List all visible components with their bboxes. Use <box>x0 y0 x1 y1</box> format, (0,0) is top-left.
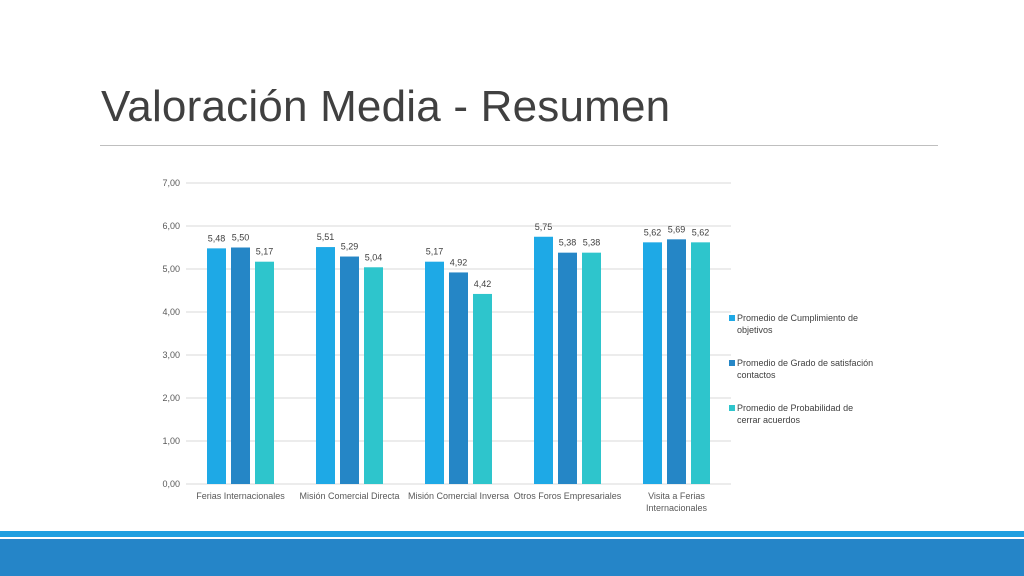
data-label: 4,92 <box>450 257 468 267</box>
bar <box>534 236 553 484</box>
x-tick-label: Ferias Internacionales <box>196 491 285 501</box>
legend-label: Promedio de Probabilidad de <box>737 403 854 413</box>
bar <box>425 261 444 484</box>
y-tick-label: 6,00 <box>162 221 180 231</box>
bar <box>340 256 359 484</box>
legend-item: Promedio de Grado de satisfación contacto… <box>729 357 899 381</box>
y-tick-label: 3,00 <box>162 350 180 360</box>
data-label: 5,17 <box>426 247 444 257</box>
legend-item: Promedio de Probabilidad de cerrar acuerd… <box>729 402 899 426</box>
x-tick-label: Misión Comercial Directa <box>299 491 399 501</box>
x-tick-label: Otros Foros Empresariales <box>514 491 622 501</box>
data-label: 5,62 <box>692 227 710 237</box>
data-label: 5,04 <box>365 252 383 262</box>
data-label: 5,17 <box>256 247 274 257</box>
x-tick-label: Misión Comercial Inversa <box>408 491 509 501</box>
data-label: 5,69 <box>668 224 686 234</box>
footer-accent-bar <box>0 531 1024 537</box>
bar <box>691 242 710 484</box>
legend-label: Promedio de Grado de satisfación <box>737 358 874 368</box>
bar <box>316 247 335 484</box>
y-tick-label: 4,00 <box>162 307 180 317</box>
y-tick-label: 2,00 <box>162 393 180 403</box>
legend-swatch <box>729 405 735 411</box>
data-label: 5,38 <box>559 238 577 248</box>
bar <box>643 242 662 484</box>
data-label: 4,42 <box>474 279 492 289</box>
data-label: 5,29 <box>341 242 359 252</box>
bar <box>364 267 383 484</box>
bar <box>582 252 601 484</box>
data-label: 5,48 <box>208 233 226 243</box>
bar <box>449 272 468 484</box>
data-label: 5,38 <box>583 238 601 248</box>
data-label: 5,51 <box>317 232 335 242</box>
bar <box>231 247 250 484</box>
bar <box>473 293 492 484</box>
y-tick-label: 5,00 <box>162 264 180 274</box>
x-tick-label: Visita a Ferias <box>648 491 705 501</box>
bar <box>255 261 274 484</box>
legend-label: contactos <box>737 370 776 380</box>
legend-label: cerrar acuerdos <box>737 415 801 425</box>
data-label: 5,50 <box>232 233 250 243</box>
x-tick-label: Internacionales <box>646 503 708 513</box>
bar <box>558 252 577 484</box>
y-tick-label: 0,00 <box>162 479 180 489</box>
data-label: 5,62 <box>644 227 662 237</box>
bar <box>207 248 226 484</box>
y-tick-label: 1,00 <box>162 436 180 446</box>
legend-label: Promedio de Cumplimiento de <box>737 313 859 323</box>
data-label: 5,75 <box>535 222 553 232</box>
legend-swatch <box>729 360 735 366</box>
y-tick-label: 7,00 <box>162 178 180 188</box>
bar <box>667 239 686 484</box>
title-divider <box>100 145 938 146</box>
legend-item: Promedio de Cumplimiento de objetivos <box>729 312 899 336</box>
legend-label: objetivos <box>737 325 773 335</box>
chart-legend: Promedio de Cumplimiento de objetivos Prom… <box>729 312 899 447</box>
legend-swatch <box>729 315 735 321</box>
slide-title: Valoración Media - Resumen <box>101 82 671 131</box>
footer-bar <box>0 539 1024 576</box>
